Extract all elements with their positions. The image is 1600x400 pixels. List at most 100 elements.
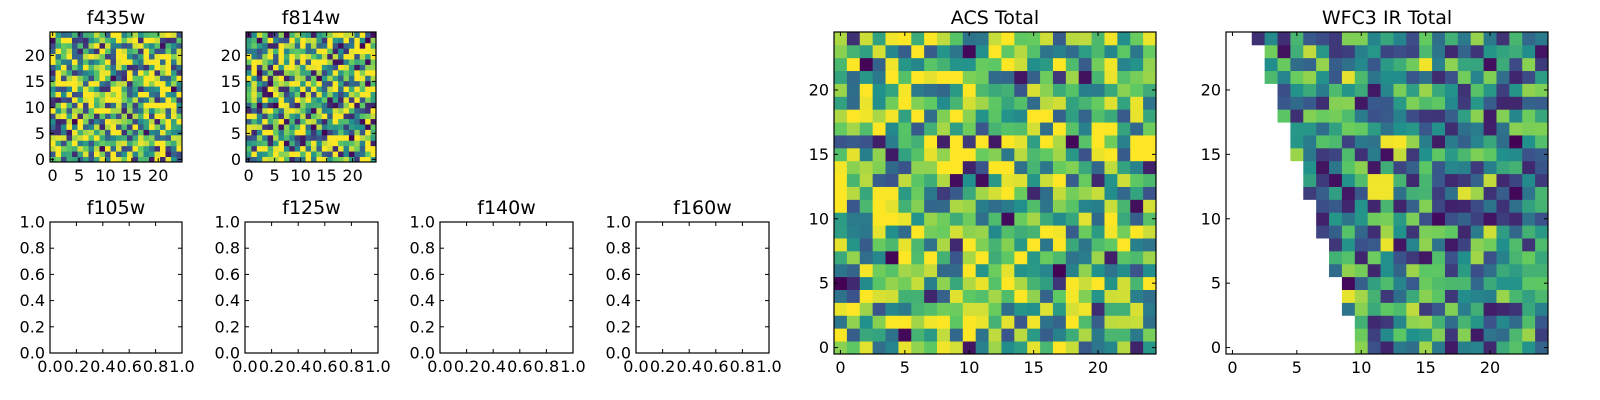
heatmap-cell: [338, 42, 344, 49]
heatmap-cell: [110, 91, 117, 98]
heatmap-cell: [1535, 160, 1549, 175]
heatmap-cell: [116, 140, 122, 147]
heatmap-cell: [1014, 70, 1028, 84]
heatmap-cell: [1052, 173, 1067, 187]
heatmap-cell: [283, 140, 290, 147]
heatmap-cell: [1444, 109, 1459, 123]
heatmap-cell: [171, 113, 177, 120]
heatmap-cell: [321, 64, 328, 71]
heatmap-cell: [77, 53, 84, 60]
heatmap-cell: [50, 69, 56, 76]
heatmap-cell: [273, 118, 279, 125]
heatmap-cell: [132, 59, 139, 65]
heatmap-cell: [55, 69, 62, 76]
heatmap-cell: [1367, 302, 1381, 316]
heatmap-cell: [1277, 70, 1291, 84]
heatmap-cell: [311, 145, 317, 152]
heatmap-cell: [171, 75, 177, 82]
heatmap-cell: [246, 59, 252, 65]
heatmap-cell: [267, 151, 274, 157]
heatmap-cell: [289, 124, 296, 130]
x-tick-label: 20: [148, 166, 168, 185]
heatmap-cell: [1014, 32, 1028, 46]
heatmap-cell: [343, 91, 350, 98]
heatmap-cell: [872, 225, 886, 239]
heatmap-cell: [273, 91, 279, 98]
heatmap-cell: [1014, 328, 1028, 342]
heatmap-cell: [94, 37, 100, 44]
heatmap-cell: [149, 151, 155, 157]
heatmap-cell: [176, 75, 183, 82]
heatmap-cell: [72, 140, 78, 147]
heatmap-cell: [321, 134, 328, 141]
heatmap-cell: [1470, 276, 1484, 290]
heatmap-cell: [354, 32, 361, 38]
heatmap-cell: [327, 64, 334, 71]
heatmap-cell: [1444, 57, 1459, 72]
heatmap-cell: [1432, 96, 1446, 110]
heatmap-cell: [1367, 147, 1381, 162]
heatmap-cell: [1078, 32, 1092, 46]
heatmap-cell: [1052, 341, 1067, 355]
x-tick-label: 5: [900, 358, 910, 377]
heatmap-cell: [294, 32, 301, 38]
heatmap-cell: [1419, 315, 1433, 329]
y-tick-label: 1.0: [20, 213, 45, 232]
heatmap-cell: [924, 186, 938, 200]
heatmap-cell: [300, 80, 306, 87]
heatmap-cell: [898, 173, 912, 187]
heatmap-cell: [132, 140, 139, 147]
heatmap-cell: [94, 32, 100, 38]
heatmap-cell: [1027, 83, 1041, 97]
heatmap-cell: [116, 75, 122, 82]
heatmap-cell: [348, 75, 355, 82]
heatmap-cell: [55, 97, 62, 103]
heatmap-cell: [1341, 212, 1356, 226]
heatmap-cell: [332, 59, 339, 65]
heatmap-cell: [885, 147, 899, 162]
heatmap-cell: [72, 80, 78, 87]
heatmap-cell: [1104, 225, 1118, 239]
heatmap-cell: [872, 250, 886, 265]
heatmap-cell: [359, 107, 366, 114]
heatmap-cell: [94, 97, 100, 103]
heatmap-cell: [1316, 122, 1330, 136]
heatmap-cell: [1380, 250, 1394, 265]
heatmap-cell: [127, 113, 133, 120]
heatmap-cell: [294, 69, 301, 76]
heatmap-cell: [1078, 328, 1092, 342]
heatmap-cell: [77, 129, 84, 136]
heatmap-cell: [154, 69, 161, 76]
heatmap-cell: [1130, 315, 1144, 329]
heatmap-cell: [61, 53, 67, 60]
heatmap-cell: [327, 59, 334, 65]
heatmap-cell: [962, 263, 977, 278]
heatmap-cell: [924, 225, 938, 239]
heatmap-cell: [278, 107, 285, 114]
heatmap-cell: [1457, 147, 1472, 162]
heatmap-cell: [1483, 328, 1497, 342]
y-tick-label: 0.2: [410, 317, 435, 336]
heatmap-cell: [1143, 96, 1157, 110]
heatmap-cell: [1117, 122, 1131, 136]
heatmap-cell: [116, 91, 122, 98]
heatmap-cell: [138, 59, 144, 65]
heatmap-cell: [354, 42, 361, 49]
heatmap-cell: [83, 124, 89, 130]
heatmap-cell: [1001, 263, 1015, 278]
x-tick-label: 0.8: [730, 357, 755, 376]
heatmap-cell: [332, 107, 339, 114]
heatmap-cell: [77, 151, 84, 157]
heatmap-cell: [132, 42, 139, 49]
heatmap-cell: [365, 69, 371, 76]
heatmap-cell: [77, 69, 84, 76]
heatmap-cell: [165, 113, 172, 120]
heatmap-cell: [1303, 96, 1317, 110]
heatmap-cell: [283, 102, 290, 109]
heatmap-cell: [332, 145, 339, 152]
heatmap-cell: [1496, 238, 1510, 252]
heatmap-cell: [1329, 147, 1343, 162]
heatmap-cell: [924, 302, 938, 316]
heatmap-cell: [834, 289, 848, 303]
